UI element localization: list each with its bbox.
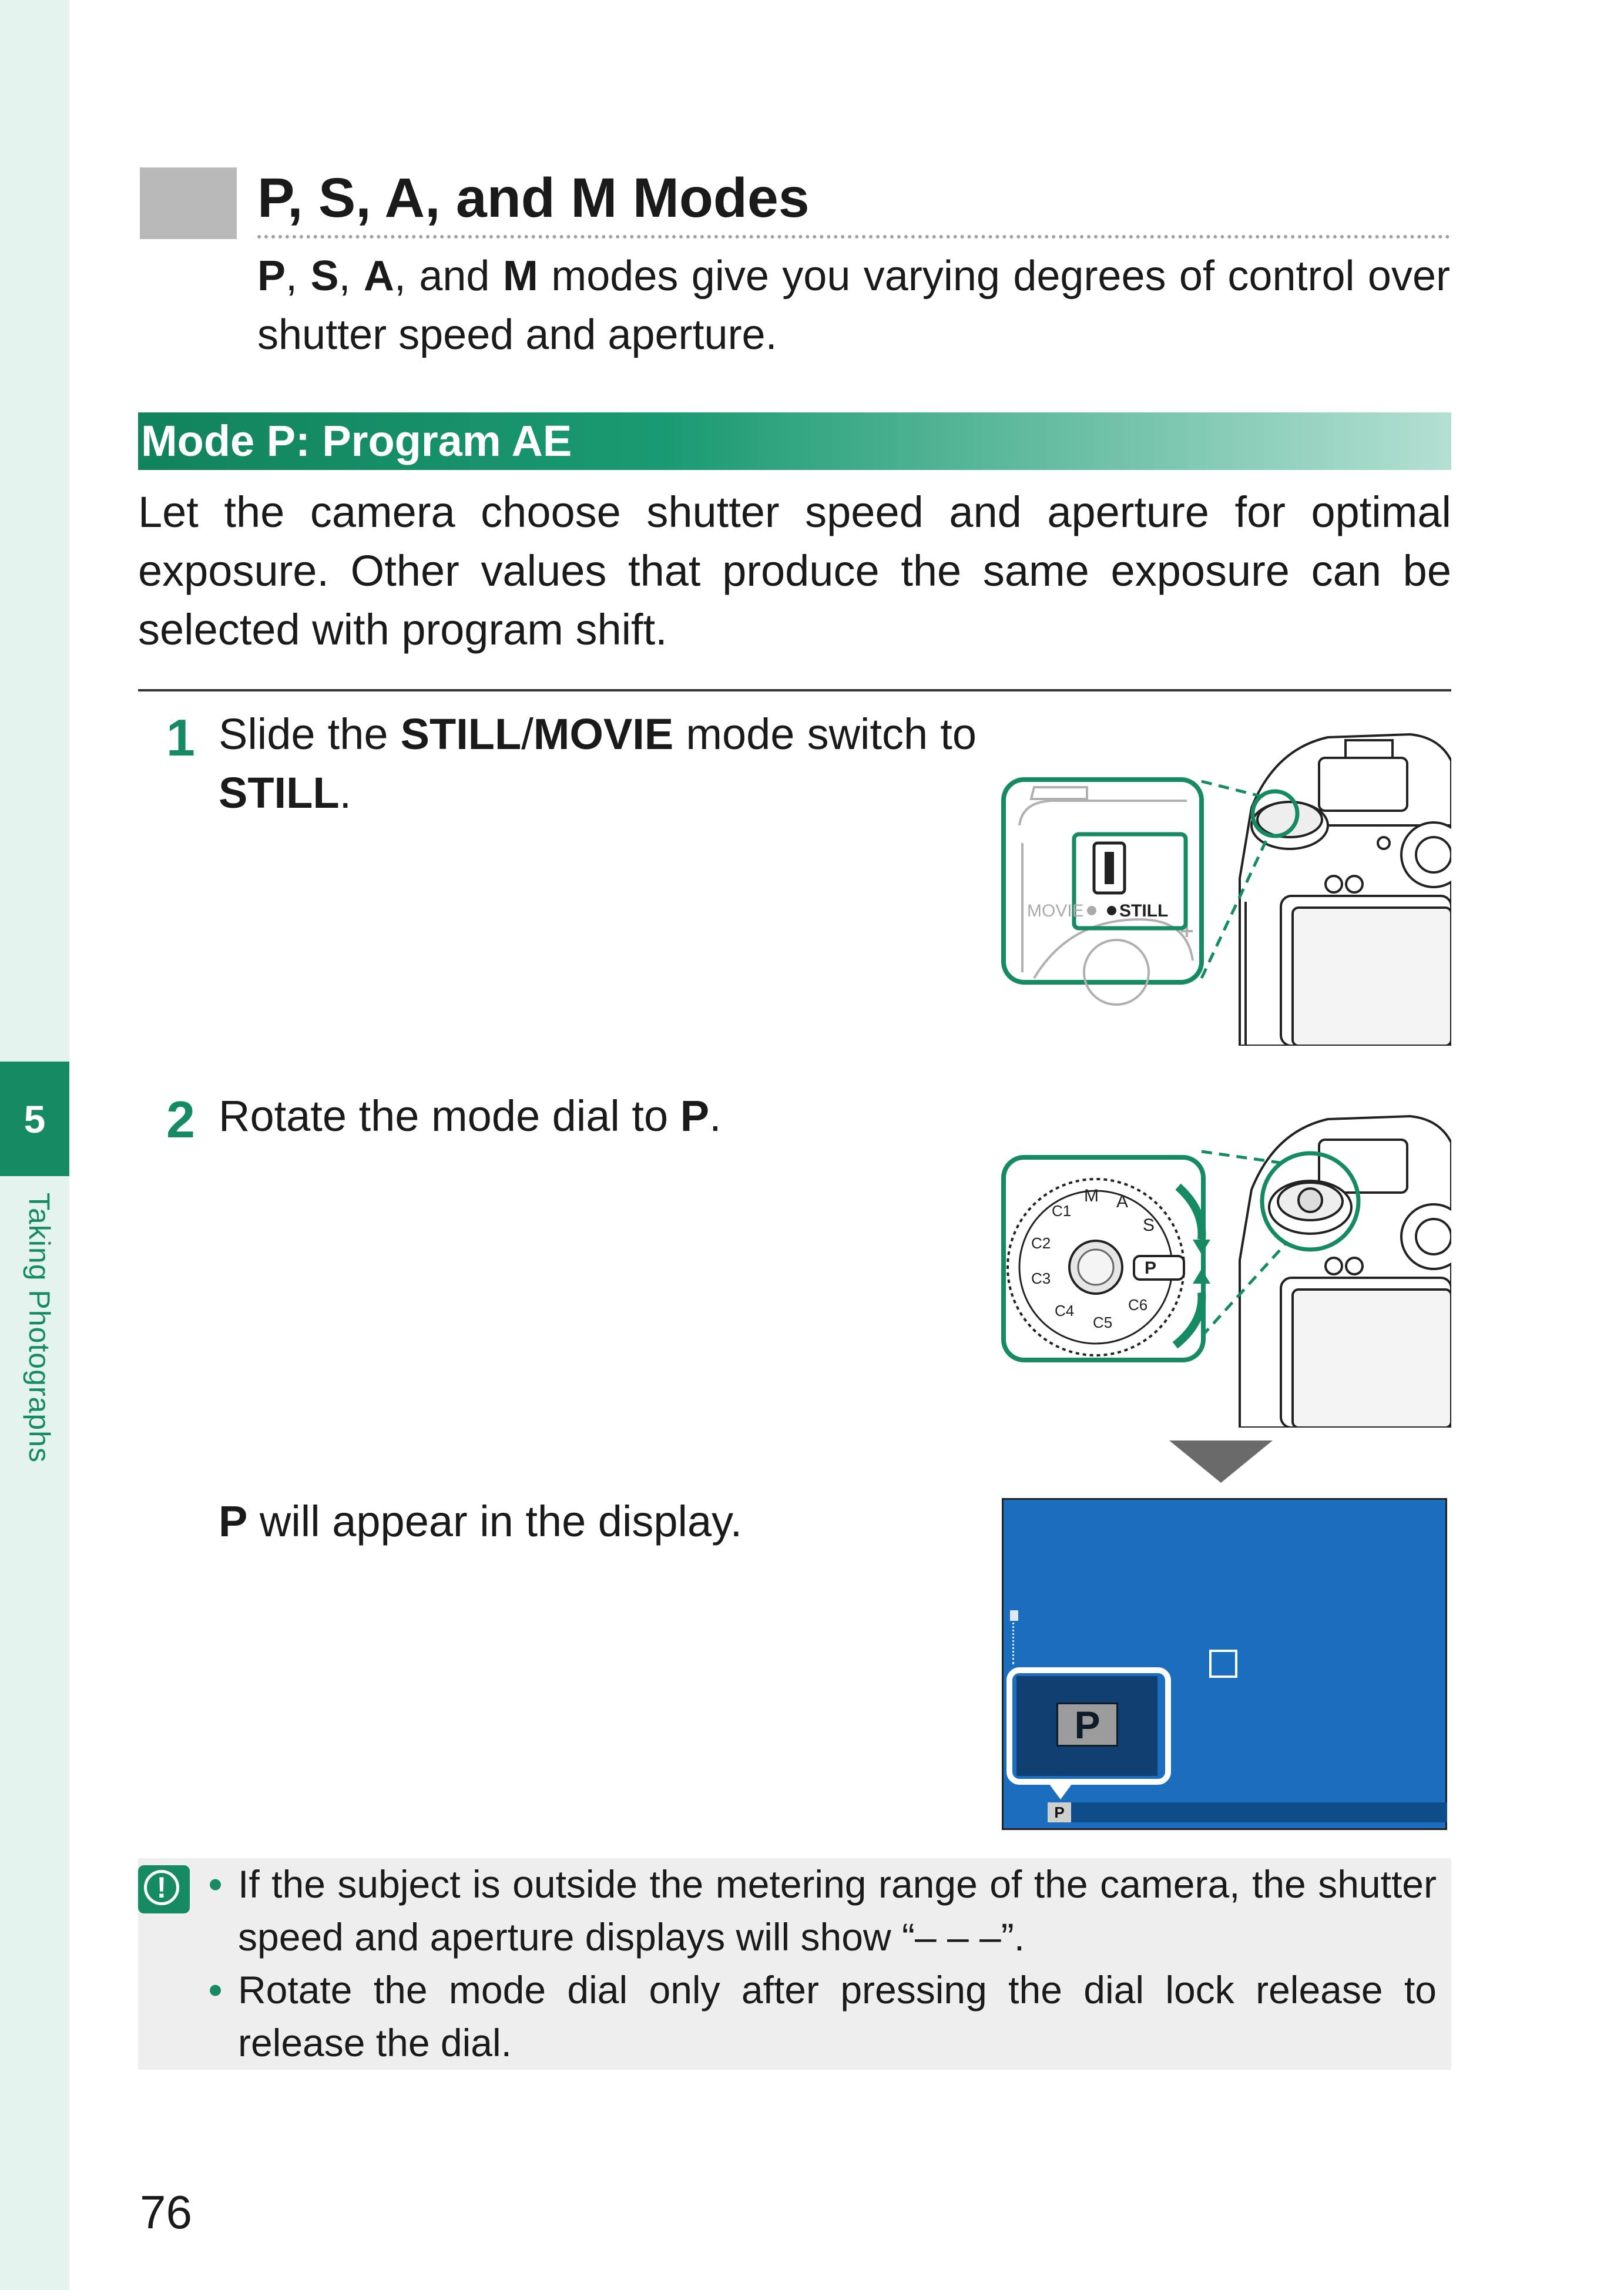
step-1-still-target: STILL (219, 768, 340, 817)
dial-highlight-circle (1260, 1151, 1361, 1252)
note-text-2: Rotate the mode dial only after pressing… (238, 1968, 1437, 2064)
intro-rest: modes give you varying degrees of contro… (257, 253, 1450, 358)
callout-frame (1006, 1667, 1171, 1785)
dial-label-a: A (1116, 1192, 1128, 1211)
step-2-pre: Rotate the mode dial to (219, 1092, 680, 1140)
step-2-mode-p: P (680, 1092, 710, 1140)
leader-line-top-2 (1201, 1150, 1284, 1165)
section-divider (138, 689, 1451, 691)
section-banner: Mode P: Program AE (138, 412, 1451, 470)
intro-sep-1: , (286, 253, 311, 300)
dial-label-m: M (1084, 1186, 1099, 1206)
dial-label-c4: C4 (1055, 1302, 1074, 1319)
step-1-post: mode switch to (673, 710, 977, 758)
intro-sep-3: , and (394, 253, 503, 300)
movie-label: MOVIE (1027, 901, 1084, 921)
rotate-arrow-lower (1172, 1292, 1206, 1349)
result-mode-p: P (219, 1497, 248, 1546)
note-bullet-2: • (209, 1968, 223, 2012)
rotate-arrow-upper (1175, 1183, 1206, 1240)
step-1-pre: Slide the (219, 710, 401, 758)
section-body: Let the camera choose shutter speed and … (138, 488, 1451, 654)
note-bullet-1: • (209, 1862, 223, 1906)
page-number: 76 (140, 2186, 192, 2238)
dial-label-c2: C2 (1031, 1234, 1051, 1252)
title-marker (140, 167, 237, 239)
intro-mode-a: A (363, 253, 394, 300)
caution-icon: ! (138, 1865, 190, 1913)
section-heading: Mode P: Program AE (141, 417, 572, 465)
result-arrow (1169, 1441, 1273, 1483)
caution-note-box (138, 1858, 1451, 2070)
step-1-text: Slide the STILL/MOVIE mode switch to STI… (219, 705, 977, 822)
leader-line-bottom (1200, 833, 1271, 979)
still-movie-switch-illustration: MOVIE STILL (1001, 733, 1451, 1046)
leader-line-bottom-2 (1200, 1241, 1288, 1338)
mode-dial-illustration: P S A M C1 C2 C3 C4 C5 C6 (1001, 1114, 1451, 1428)
intro-mode-p: P (257, 253, 286, 300)
step-1-slash: / (521, 710, 533, 758)
switch-knob (1105, 852, 1114, 884)
switch-highlight-circle (1250, 789, 1300, 838)
rotate-arrowhead-lower (1193, 1269, 1210, 1284)
exposure-scale (1012, 1611, 1020, 1664)
chapter-number-tab: 5 (0, 1062, 69, 1176)
camera-body-drawing-2 (1239, 1114, 1451, 1428)
camera-display-screen: P P (1002, 1498, 1447, 1830)
result-text: P will appear in the display. (219, 1492, 977, 1551)
rotate-arrowhead-upper (1193, 1240, 1210, 1254)
callout-tail (1048, 1782, 1073, 1799)
camera-body-drawing (1239, 733, 1451, 1046)
page-title: P, S, A, and M Modes (257, 167, 810, 229)
shooting-mode-indicator: P (1056, 1703, 1118, 1747)
note-item-2: • Rotate the mode dial only after pressin… (209, 1963, 1437, 2069)
dial-lock-center (1077, 1248, 1115, 1286)
dial-pointer-frame (1133, 1255, 1185, 1281)
switch-highlight-box (1072, 832, 1188, 931)
chapter-label: Taking Photographs (22, 1193, 58, 1522)
step-1-number: 1 (166, 709, 195, 767)
step-2-text: Rotate the mode dial to P. (219, 1087, 977, 1146)
dial-label-c6: C6 (1128, 1296, 1147, 1314)
movie-dot (1087, 906, 1096, 915)
step-1-movie: MOVIE (533, 710, 674, 758)
note-text-1: If the subject is outside the metering r… (238, 1862, 1437, 1959)
inset-camera-outline (1018, 786, 1194, 1006)
dial-label-s: S (1143, 1215, 1155, 1235)
dial-label-p: P (1145, 1258, 1156, 1278)
title-divider (257, 235, 1450, 239)
result-rest: will appear in the display. (247, 1497, 743, 1546)
dial-label-c1: C1 (1052, 1202, 1071, 1220)
still-dot (1107, 906, 1116, 915)
dial-label-c5: C5 (1093, 1314, 1112, 1331)
note-item-1: • If the subject is outside the metering … (209, 1858, 1437, 1963)
leader-line-top (1201, 780, 1261, 798)
step-1-end: . (339, 768, 352, 817)
dial-label-c3: C3 (1031, 1270, 1051, 1287)
step-2-end: . (709, 1092, 722, 1140)
focus-frame-icon (1209, 1650, 1237, 1678)
bottom-mode-indicator: P (1048, 1802, 1071, 1822)
chapter-number: 5 (24, 1097, 46, 1141)
intro-mode-m: M (502, 253, 538, 300)
bottom-status-bar (1048, 1802, 1447, 1822)
caution-icon-ring: ! (144, 1870, 179, 1905)
step-1-still: STILL (400, 710, 522, 758)
intro-mode-s: S (310, 253, 339, 300)
chapter-title: Taking Photographs (23, 1193, 56, 1463)
exposure-scale-top (1010, 1610, 1018, 1621)
dial-mode-labels: P S A M C1 C2 C3 C4 C5 C6 (1031, 1186, 1156, 1331)
intro-sep-2: , (338, 253, 364, 300)
still-label: STILL (1119, 901, 1168, 921)
step-2-number: 2 (166, 1090, 195, 1149)
intro-paragraph: P, S, A, and M modes give you varying de… (257, 247, 1450, 364)
